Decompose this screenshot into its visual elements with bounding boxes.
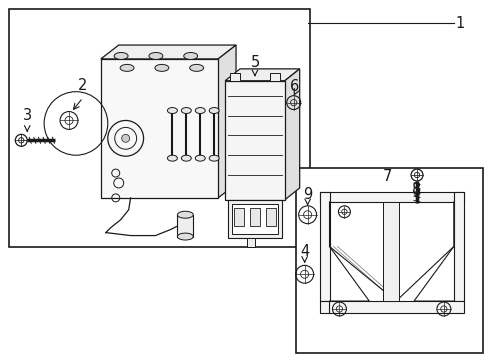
Ellipse shape <box>167 108 177 113</box>
Bar <box>319 192 329 301</box>
Bar <box>269 73 279 81</box>
Text: 6: 6 <box>289 79 299 94</box>
Polygon shape <box>218 45 236 198</box>
Ellipse shape <box>181 155 191 161</box>
Bar <box>453 192 463 301</box>
Text: 1: 1 <box>454 16 464 31</box>
Text: 2: 2 <box>78 78 87 93</box>
Bar <box>383 202 398 301</box>
Bar <box>227 200 281 238</box>
Ellipse shape <box>189 64 203 71</box>
Ellipse shape <box>195 108 205 113</box>
Text: 7: 7 <box>382 168 391 184</box>
Ellipse shape <box>167 155 177 161</box>
Bar <box>224 81 284 200</box>
Bar <box>230 73 240 81</box>
Text: 5: 5 <box>250 55 259 71</box>
Ellipse shape <box>177 211 193 218</box>
Ellipse shape <box>177 233 193 240</box>
Polygon shape <box>224 69 299 81</box>
Ellipse shape <box>181 108 191 113</box>
Bar <box>249 208 260 226</box>
Ellipse shape <box>195 155 205 161</box>
Bar <box>9 9 309 247</box>
Bar <box>177 215 193 237</box>
Ellipse shape <box>120 64 134 71</box>
Circle shape <box>122 134 129 142</box>
Ellipse shape <box>155 64 168 71</box>
Ellipse shape <box>149 53 163 59</box>
Text: 8: 8 <box>411 183 421 197</box>
Bar <box>265 208 275 226</box>
Bar <box>246 238 254 247</box>
Text: 4: 4 <box>300 244 308 259</box>
Polygon shape <box>101 45 236 59</box>
Ellipse shape <box>183 53 197 59</box>
Bar <box>295 168 482 353</box>
Text: 3: 3 <box>22 108 32 123</box>
Ellipse shape <box>209 108 219 113</box>
Ellipse shape <box>209 155 219 161</box>
Ellipse shape <box>114 53 128 59</box>
Bar <box>101 59 218 198</box>
Bar <box>232 204 277 234</box>
Bar <box>319 192 463 202</box>
Bar <box>234 208 244 226</box>
Bar <box>319 301 463 313</box>
Polygon shape <box>284 69 299 200</box>
Text: 9: 9 <box>303 188 312 202</box>
